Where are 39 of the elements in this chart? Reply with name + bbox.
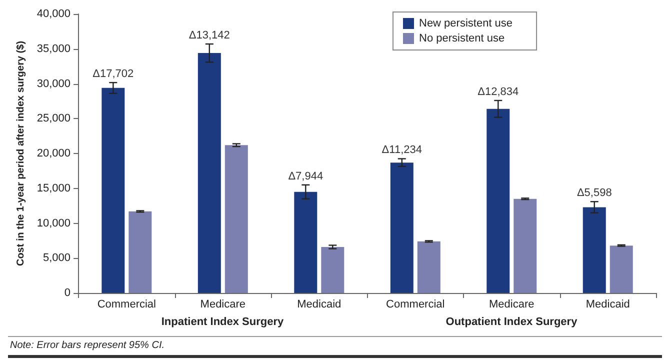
- x-tick-label: Medicaid: [297, 298, 342, 310]
- y-tick-label: 35,000: [36, 42, 71, 55]
- x-tick-label: Medicaid: [586, 298, 630, 310]
- annotation: Δ11,234: [382, 144, 422, 156]
- bar: [224, 145, 248, 293]
- bar: [102, 88, 125, 293]
- annotation: Δ13,142: [188, 29, 230, 42]
- x-tick-label: Medicare: [489, 298, 534, 310]
- bar: [128, 211, 152, 293]
- annotation: Δ17,702: [92, 68, 134, 80]
- y-axis-title: Cost in the 1-year period after index surgery ($): [16, 40, 26, 266]
- legend-label: New persistent use: [419, 18, 513, 30]
- text: Outpatient Index Surgery: [444, 316, 578, 328]
- y-tick-label: 20,000: [36, 148, 71, 160]
- y-tick-label: 10,000: [36, 217, 71, 230]
- bar: [198, 53, 221, 293]
- x-tick-label: Commercial: [97, 298, 156, 310]
- bar: [582, 207, 606, 293]
- x-tick-label: Medicare: [200, 298, 246, 310]
- y-tick-label: 40,000: [36, 8, 71, 20]
- bar: [417, 241, 440, 293]
- y-tick-label: 0: [64, 287, 71, 299]
- y-tick-label: 25,000: [36, 112, 71, 125]
- bar: [486, 108, 510, 293]
- annotation: Δ5,598: [576, 187, 612, 200]
- bar: [610, 246, 633, 293]
- bar: [294, 192, 318, 293]
- text: Note: Error bars represent 95% CI.: [10, 340, 165, 351]
- x-tick-label: Commercial: [386, 298, 445, 310]
- y-tick-label: 5,000: [43, 252, 71, 264]
- legend-label: No persistent use: [419, 32, 505, 44]
- y-tick-label: 15,000: [36, 182, 71, 194]
- bar: [514, 198, 537, 293]
- annotation: Δ7,944: [288, 170, 324, 182]
- y-tick-label: 30,000: [36, 78, 71, 90]
- annotation: Δ12,834: [478, 86, 519, 98]
- bar: [390, 162, 414, 293]
- bar: [321, 246, 344, 293]
- text: Inpatient Index Surgery: [160, 316, 285, 328]
